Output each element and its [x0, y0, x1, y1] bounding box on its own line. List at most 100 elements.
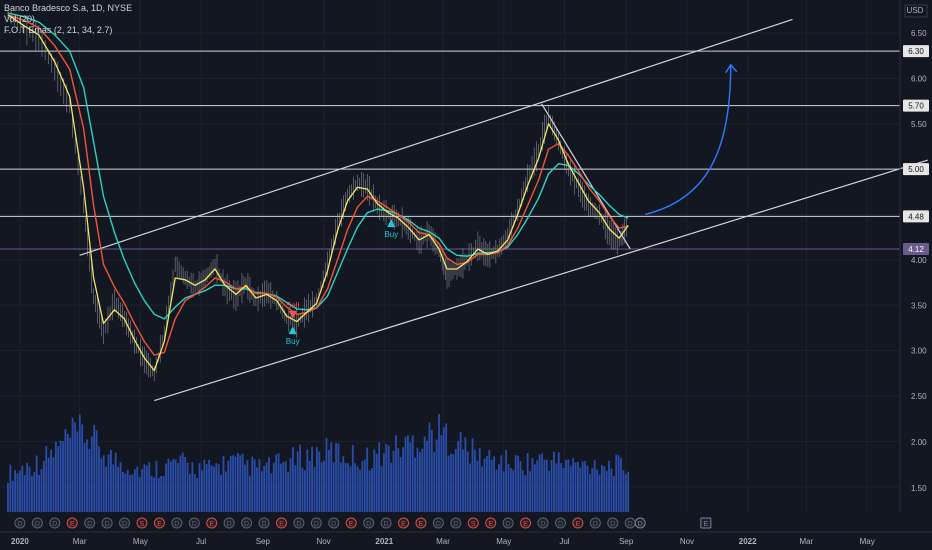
volume-bar [337, 443, 340, 512]
event-marker-label: D [366, 521, 371, 528]
event-marker [310, 517, 322, 529]
volume-bar [100, 458, 103, 512]
volume-bar [229, 455, 232, 512]
volume-bar [368, 470, 371, 512]
volume-bar [533, 464, 536, 512]
legend-volume[interactable]: Vol (20) [4, 14, 36, 24]
event-marker-label: D [628, 521, 633, 528]
volume-bar [414, 457, 416, 512]
event-marker [136, 517, 148, 529]
event-marker [415, 517, 427, 529]
event-marker [520, 517, 532, 529]
volume-bar [155, 460, 158, 512]
event-marker [589, 517, 601, 529]
volume-bar [234, 456, 237, 512]
price-axis-tick-label: 2.50 [911, 392, 927, 401]
volume-bar [220, 474, 222, 512]
volume-bar [442, 427, 445, 512]
legend-title[interactable]: Banco Bradesco S.a, 1D, NYSE [4, 3, 133, 13]
volume-bar [217, 464, 220, 512]
volume-bar [500, 455, 503, 512]
volume-bar [598, 474, 601, 512]
volume-bar [47, 457, 50, 512]
event-marker [275, 517, 287, 529]
time-axis-tick-label: 2020 [11, 537, 29, 546]
event-marker-label: E [401, 521, 406, 528]
time-axis-tick-label: 2022 [739, 537, 757, 546]
volume-bar [375, 453, 378, 512]
event-marker-label: E [157, 521, 162, 528]
volume-bar [490, 459, 493, 512]
volume-bar [327, 449, 330, 512]
volume-bar [165, 463, 167, 512]
volume-bar [210, 465, 213, 512]
ema-line-cyan [7, 12, 629, 320]
volume-bar [205, 464, 208, 512]
volume-bar [289, 458, 292, 512]
volume-bar [131, 474, 134, 512]
volume-bar [330, 442, 333, 512]
volume-bar [512, 469, 515, 512]
trend-line-descending [541, 103, 631, 250]
volume-bar [122, 472, 124, 512]
price-level-badge [903, 99, 929, 112]
event-marker [328, 517, 340, 529]
event-marker [345, 517, 357, 529]
volume-bar [581, 461, 584, 512]
event-marker-label: S [140, 521, 145, 528]
volume-bar [177, 463, 179, 512]
volume-bar [624, 474, 627, 512]
volume-bar [117, 466, 120, 512]
volume-bar [371, 468, 373, 512]
volume-bar [93, 424, 96, 512]
volume-bar [105, 466, 108, 512]
volume-bar [16, 473, 19, 512]
volume-bar [193, 474, 196, 512]
legend-indicator[interactable]: F.O.T Emas (2, 21, 34, 2.7) [4, 25, 113, 35]
volume-bar [95, 430, 98, 512]
volume-bar [505, 449, 507, 512]
volume-bar [548, 470, 551, 512]
volume-bar [136, 466, 139, 512]
volume-bar [35, 455, 38, 512]
volume-bar [224, 471, 227, 512]
event-marker [49, 517, 61, 529]
volume-bar [502, 471, 505, 512]
event-marker-label: D [52, 521, 57, 528]
volume-bar [292, 447, 294, 512]
volume-bar [488, 450, 491, 512]
volume-bar [627, 471, 630, 512]
volume-bar [541, 453, 543, 512]
volume-bar [179, 455, 182, 512]
volume-bar [14, 470, 17, 512]
volume-bar [433, 452, 436, 512]
volume-bar [610, 468, 613, 512]
price-axis-tick-label: 3.00 [911, 347, 927, 356]
volume-bar [366, 447, 369, 512]
volume-bar [124, 473, 127, 512]
volume-bar [478, 448, 481, 512]
volume-bar [169, 461, 172, 512]
volume-bar [399, 457, 402, 512]
volume-bar [411, 435, 414, 512]
volume-bar [265, 462, 268, 512]
volume-bar [454, 449, 457, 512]
volume-bar [373, 449, 376, 512]
volume-bar [251, 456, 254, 512]
forecast-arrow-head [725, 63, 738, 74]
volume-bar [351, 445, 354, 512]
volume-bar [201, 469, 203, 512]
volume-bar [452, 454, 455, 512]
event-marker-label: D [296, 521, 301, 528]
buy-signal-icon [288, 326, 297, 335]
event-marker-label: E [488, 521, 493, 528]
event-marker-label: D [436, 521, 441, 528]
event-marker-label: D [122, 521, 127, 528]
event-marker-label: E [349, 521, 354, 528]
volume-bar [23, 475, 26, 512]
event-marker-label: D [244, 521, 249, 528]
volume-bar [7, 483, 9, 512]
volume-bar [315, 447, 318, 512]
volume-bar [167, 458, 170, 512]
